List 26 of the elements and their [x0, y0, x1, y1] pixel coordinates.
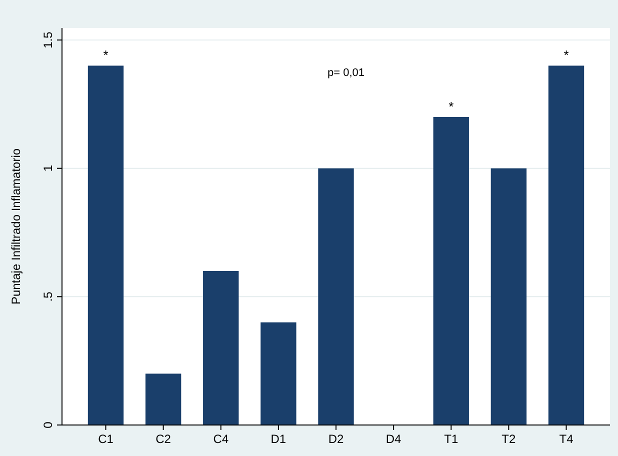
- bar: [145, 374, 182, 425]
- bar: [433, 117, 469, 425]
- x-tick-label: D4: [386, 432, 402, 446]
- annotation: p= 0,01: [327, 67, 365, 79]
- x-tick-label: D1: [270, 432, 286, 446]
- annotation: *: [564, 48, 569, 63]
- y-tick-label: 1.5: [41, 31, 55, 48]
- bar: [203, 271, 239, 425]
- x-tick-label: T1: [444, 432, 458, 446]
- annotation: *: [448, 99, 454, 114]
- x-tick-label: C4: [213, 432, 229, 446]
- bar: [318, 168, 354, 425]
- bar: [88, 66, 124, 425]
- bar: [490, 168, 527, 425]
- bar: [548, 66, 584, 425]
- y-tick-label: 1: [41, 164, 55, 172]
- y-axis-title: Puntaje Infiltrado Inflamatorio: [9, 148, 23, 305]
- x-tick-label: T2: [502, 432, 516, 446]
- x-tick-label: C2: [156, 432, 172, 446]
- annotation: *: [103, 48, 108, 63]
- y-tick-label: .5: [41, 291, 55, 302]
- y-tick-label: 0: [41, 421, 55, 428]
- x-tick-label: C1: [98, 432, 114, 446]
- x-tick-label: T4: [559, 432, 574, 446]
- x-tick-label: D2: [328, 432, 344, 446]
- bar: [260, 322, 296, 425]
